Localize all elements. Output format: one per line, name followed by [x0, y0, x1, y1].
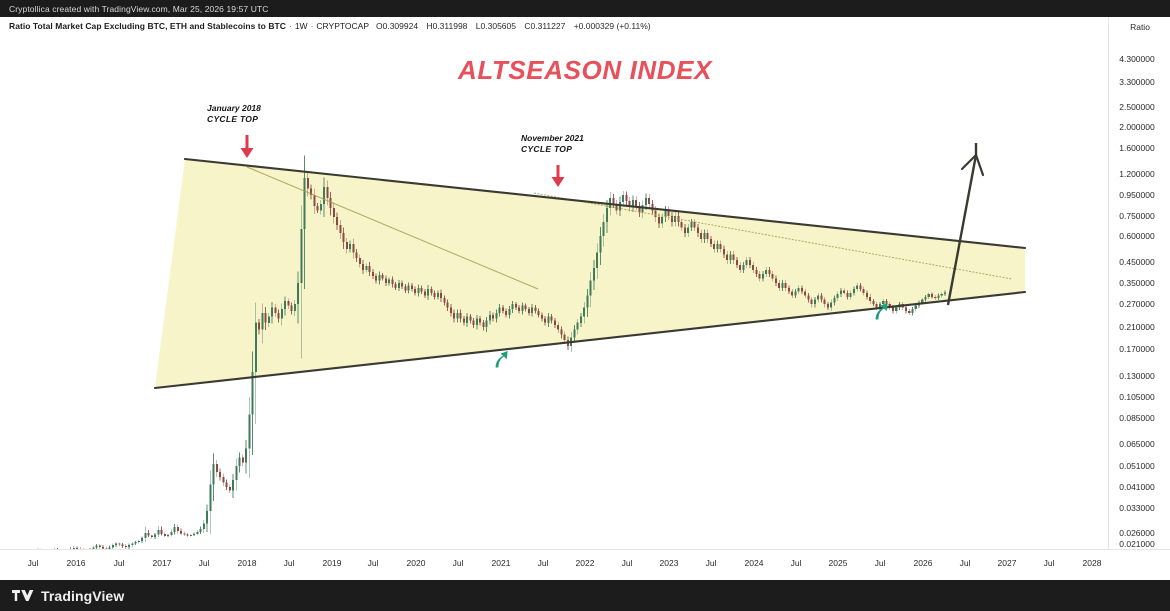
price-tick: 0.350000	[1119, 278, 1155, 288]
time-tick: 2017	[152, 558, 172, 568]
breakout-arrow	[946, 143, 985, 306]
time-tick: Jul	[790, 558, 802, 568]
time-tick: 2025	[828, 558, 848, 568]
price-tick: 3.300000	[1119, 77, 1155, 87]
price-tick: 0.210000	[1119, 322, 1155, 332]
price-tick: 0.270000	[1119, 299, 1155, 309]
price-tick: 4.300000	[1119, 54, 1155, 64]
time-tick: 2022	[575, 558, 595, 568]
legend-open: O0.309924	[376, 21, 419, 31]
time-tick: Jul	[452, 558, 464, 568]
annotation-november-2021-line1: November 2021	[521, 133, 584, 143]
time-tick: Jul	[113, 558, 125, 568]
price-tick: 0.450000	[1119, 257, 1155, 267]
price-tick: 0.041000	[1119, 482, 1155, 492]
inner-trendline-2	[533, 192, 1013, 280]
tradingview-wordmark: TradingView	[41, 587, 125, 604]
lower-support-line[interactable]	[153, 290, 1027, 390]
legend-ohlc: O0.309924 H0.311998 L0.305605 C0.311227 …	[376, 21, 657, 31]
time-tick: Jul	[959, 558, 971, 568]
time-tick: Jul	[367, 558, 379, 568]
price-tick: 1.200000	[1119, 169, 1155, 179]
price-scale[interactable]: Ratio 4.300000 3.300000 2.500000 2.000000 1.…	[1108, 17, 1170, 580]
annotation-january-2018-line1: January 2018	[207, 103, 261, 113]
time-tick: 2021	[491, 558, 511, 568]
candlestick-series	[10, 155, 947, 559]
price-tick: 0.600000	[1119, 231, 1155, 241]
chart-legend[interactable]: Ratio Total Market Cap Excluding BTC, ET…	[9, 21, 657, 31]
time-tick: Jul	[1043, 558, 1055, 568]
legend-symbol[interactable]: Ratio Total Market Cap Excluding BTC, ET…	[9, 21, 286, 31]
footer-bar: TradingView	[0, 580, 1170, 611]
time-scale[interactable]: Jul 2016 Jul 2017 Jul 2018 Jul 2019 Jul 2020 Jul 20…	[0, 549, 1170, 580]
price-tick: 1.600000	[1119, 143, 1155, 153]
price-plot[interactable]	[0, 17, 1170, 580]
inner-trendline-1	[246, 166, 539, 290]
time-tick: 2016	[66, 558, 86, 568]
legend-close: C0.311227	[524, 21, 566, 31]
time-tick: 2019	[322, 558, 342, 568]
legend-interval[interactable]: 1W	[294, 21, 308, 31]
legend-change: +0.000329 (+0.11%)	[573, 21, 651, 31]
upper-resistance-line[interactable]	[183, 157, 1027, 250]
legend-high: H0.311998	[426, 21, 468, 31]
credit-text: Cryptollica created with TradingView.com…	[9, 3, 269, 14]
time-tick: Jul	[537, 558, 549, 568]
chart-canvas[interactable]: Ratio Total Market Cap Excluding BTC, ET…	[0, 17, 1170, 580]
time-tick: 2023	[659, 558, 679, 568]
price-tick: 0.033000	[1119, 503, 1155, 513]
time-tick: Jul	[621, 558, 633, 568]
price-tick: 0.021000	[1119, 539, 1155, 549]
annotation-january-2018-line2: CYCLE TOP	[207, 113, 259, 124]
price-tick: 0.950000	[1119, 190, 1155, 200]
price-tick: 0.051000	[1119, 461, 1155, 471]
legend-separator-1: ·	[288, 21, 292, 31]
legend-low: L0.305605	[475, 21, 516, 31]
cycle-top-arrow-2021	[551, 165, 565, 187]
price-tick: 0.105000	[1119, 392, 1155, 402]
tradingview-mark-icon	[12, 590, 34, 601]
time-tick: 2024	[744, 558, 764, 568]
price-tick: 0.085000	[1119, 413, 1155, 423]
time-tick: Jul	[874, 558, 886, 568]
annotation-november-2021-line2: CYCLE TOP	[521, 143, 573, 154]
time-tick: 2027	[997, 558, 1017, 568]
price-tick: 0.170000	[1119, 344, 1155, 354]
price-tick: 2.500000	[1119, 102, 1155, 112]
price-tick: 0.026000	[1119, 528, 1155, 538]
price-tick: 0.750000	[1119, 211, 1155, 221]
legend-separator-2: ·	[310, 21, 314, 31]
cycle-top-arrow-2018	[240, 135, 254, 158]
time-tick: 2018	[237, 558, 257, 568]
price-tick: 0.065000	[1119, 439, 1155, 449]
legend-exchange: CRYPTOCAP	[316, 21, 369, 31]
top-credit-bar: Cryptollica created with TradingView.com…	[0, 0, 1170, 17]
time-tick: 2026	[913, 558, 933, 568]
price-tick: 0.130000	[1119, 371, 1155, 381]
price-scale-title: Ratio	[1130, 22, 1150, 32]
time-tick: Jul	[198, 558, 210, 568]
wedge-fill	[155, 159, 1025, 388]
price-tick: 2.000000	[1119, 122, 1155, 132]
bottom-signal-marker-1	[495, 351, 508, 368]
annotation-january-2018: January 2018 CYCLE TOP	[207, 103, 261, 124]
time-tick: Jul	[705, 558, 717, 568]
time-tick: 2020	[406, 558, 426, 568]
time-tick: Jul	[283, 558, 295, 568]
time-tick: 2028	[1082, 558, 1102, 568]
annotation-november-2021: November 2021 CYCLE TOP	[521, 133, 584, 154]
tradingview-logo[interactable]: TradingView	[12, 588, 124, 604]
bottom-signal-marker-2	[875, 303, 888, 320]
time-tick: Jul	[27, 558, 39, 568]
